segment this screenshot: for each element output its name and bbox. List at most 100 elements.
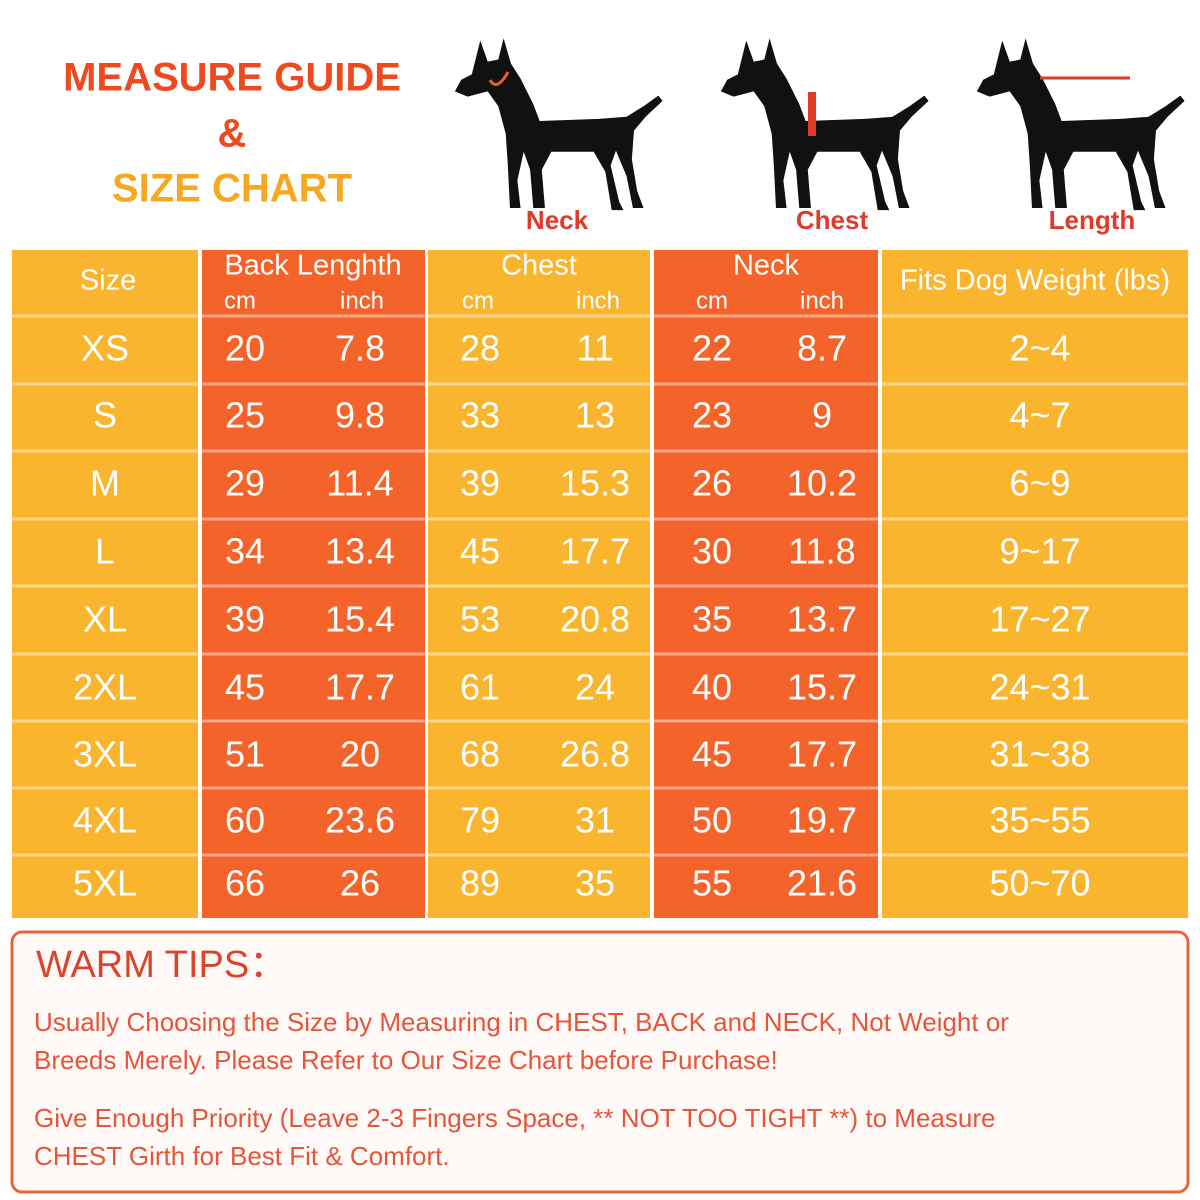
table-cell: 15.7	[787, 667, 857, 708]
table-cell: 33	[460, 395, 500, 436]
column-subheader: inch	[340, 287, 384, 314]
tip-line: Breeds Merely. Please Refer to Our Size …	[34, 1045, 778, 1075]
table-cell: 26	[340, 863, 380, 904]
table-cell: 23	[692, 395, 732, 436]
table-cell: 21.6	[787, 863, 857, 904]
table-cell: 34	[225, 531, 265, 572]
column-subheader: inch	[576, 287, 620, 314]
tip-line: Usually Choosing the Size by Measuring i…	[34, 1007, 1009, 1037]
table-cell: M	[90, 463, 120, 504]
table-cell: 8.7	[797, 328, 847, 369]
table-cell: 4~7	[1009, 395, 1070, 436]
table-cell: 13	[575, 395, 615, 436]
table-cell: 23.6	[325, 800, 395, 841]
table-cell: 17~27	[989, 599, 1090, 640]
table-cell: 79	[460, 800, 500, 841]
table-cell: 45	[225, 667, 265, 708]
table-cell: XS	[81, 328, 129, 369]
table-cell: 39	[460, 463, 500, 504]
table-cell: L	[95, 531, 115, 572]
table-cell: 9	[812, 395, 832, 436]
tips-box	[10, 930, 1190, 1194]
column-header: Chest	[501, 250, 577, 282]
table-cell: 35	[575, 863, 615, 904]
table-cell: S	[93, 395, 117, 436]
table-cell: 5XL	[73, 863, 137, 904]
table-cell: 15.4	[325, 599, 395, 640]
table-cell: 55	[692, 863, 732, 904]
table-cell: 11.8	[788, 531, 855, 572]
table-cell: 40	[692, 667, 732, 708]
title-line: &	[218, 112, 247, 156]
table-cell: 11.4	[326, 463, 393, 504]
table-cell: 20	[340, 734, 380, 775]
table-cell: 9~17	[999, 531, 1080, 572]
column-subheader: cm	[696, 287, 728, 314]
table-cell: 89	[460, 863, 500, 904]
column-subheader: cm	[462, 287, 494, 314]
table-cell: 22	[692, 328, 732, 369]
dog-chest	[720, 38, 929, 211]
table-cell: 28	[460, 328, 500, 369]
column-subheader: cm	[224, 287, 256, 314]
table-cell: 17.7	[787, 734, 857, 775]
table-cell: 3XL	[73, 734, 137, 775]
table-cell: 66	[225, 863, 265, 904]
table-cell: 11	[576, 328, 613, 369]
table-cell: 2~4	[1009, 328, 1070, 369]
table-cell: 13.7	[787, 599, 857, 640]
table-cell: 20	[225, 328, 265, 369]
title-line: MEASURE GUIDE	[63, 56, 401, 100]
tips-body: Usually Choosing the Size by Measuring i…	[34, 1007, 1009, 1171]
table-cell: 17.7	[325, 667, 395, 708]
table-cell: 24	[575, 667, 615, 708]
table-cell: 4XL	[73, 800, 137, 841]
table-cell: 13.4	[325, 531, 395, 572]
table-cell: 45	[460, 531, 500, 572]
illustration-label: Length	[1049, 205, 1136, 235]
table-cell: 9.8	[335, 395, 385, 436]
tip-line: CHEST Girth for Best Fit & Comfort.	[34, 1141, 450, 1171]
table-cell: 68	[460, 734, 500, 775]
tips-title: WARM TIPS：	[36, 944, 287, 986]
dog-length	[976, 38, 1185, 211]
table-cell: 35	[692, 599, 732, 640]
table-cell: 26	[692, 463, 732, 504]
table-cell: 31	[575, 800, 615, 841]
table-cell: 24~31	[989, 667, 1090, 708]
table-cell: 30	[692, 531, 732, 572]
table-cell: 26.8	[560, 734, 630, 775]
illustration-label: Chest	[796, 205, 869, 235]
column-header: Back Lenghth	[224, 250, 401, 282]
dog-neck	[454, 38, 663, 211]
table-cell: 61	[460, 667, 500, 708]
column-subheader: inch	[800, 287, 844, 314]
table-cell: XL	[83, 599, 127, 640]
table-cell: 20.8	[560, 599, 630, 640]
table-cell: 39	[225, 599, 265, 640]
table-cell: 2XL	[73, 667, 137, 708]
table-cell: 50	[692, 800, 732, 841]
column-header: Fits Dog Weight (lbs)	[900, 265, 1170, 297]
table-cell: 51	[225, 734, 265, 775]
table-cell: 45	[692, 734, 732, 775]
column-header: Size	[80, 265, 136, 297]
table-cell: 60	[225, 800, 265, 841]
column-header: Neck	[733, 250, 800, 282]
table-cell: 10.2	[787, 463, 857, 504]
table-cell: 19.7	[787, 800, 857, 841]
table-cell: 50~70	[989, 863, 1090, 904]
table-cell: 35~55	[989, 800, 1090, 841]
table-cell: 7.8	[335, 328, 385, 369]
table-cell: 29	[225, 463, 265, 504]
table-cell: 25	[225, 395, 265, 436]
table-cell: 6~9	[1009, 463, 1070, 504]
illustration-label: Neck	[526, 205, 589, 235]
table-cell: 15.3	[560, 463, 630, 504]
table-cell: 17.7	[560, 531, 630, 572]
table-cell: 53	[460, 599, 500, 640]
tip-line: Give Enough Priority (Leave 2-3 Fingers …	[34, 1103, 995, 1133]
title-line: SIZE CHART	[112, 167, 352, 211]
